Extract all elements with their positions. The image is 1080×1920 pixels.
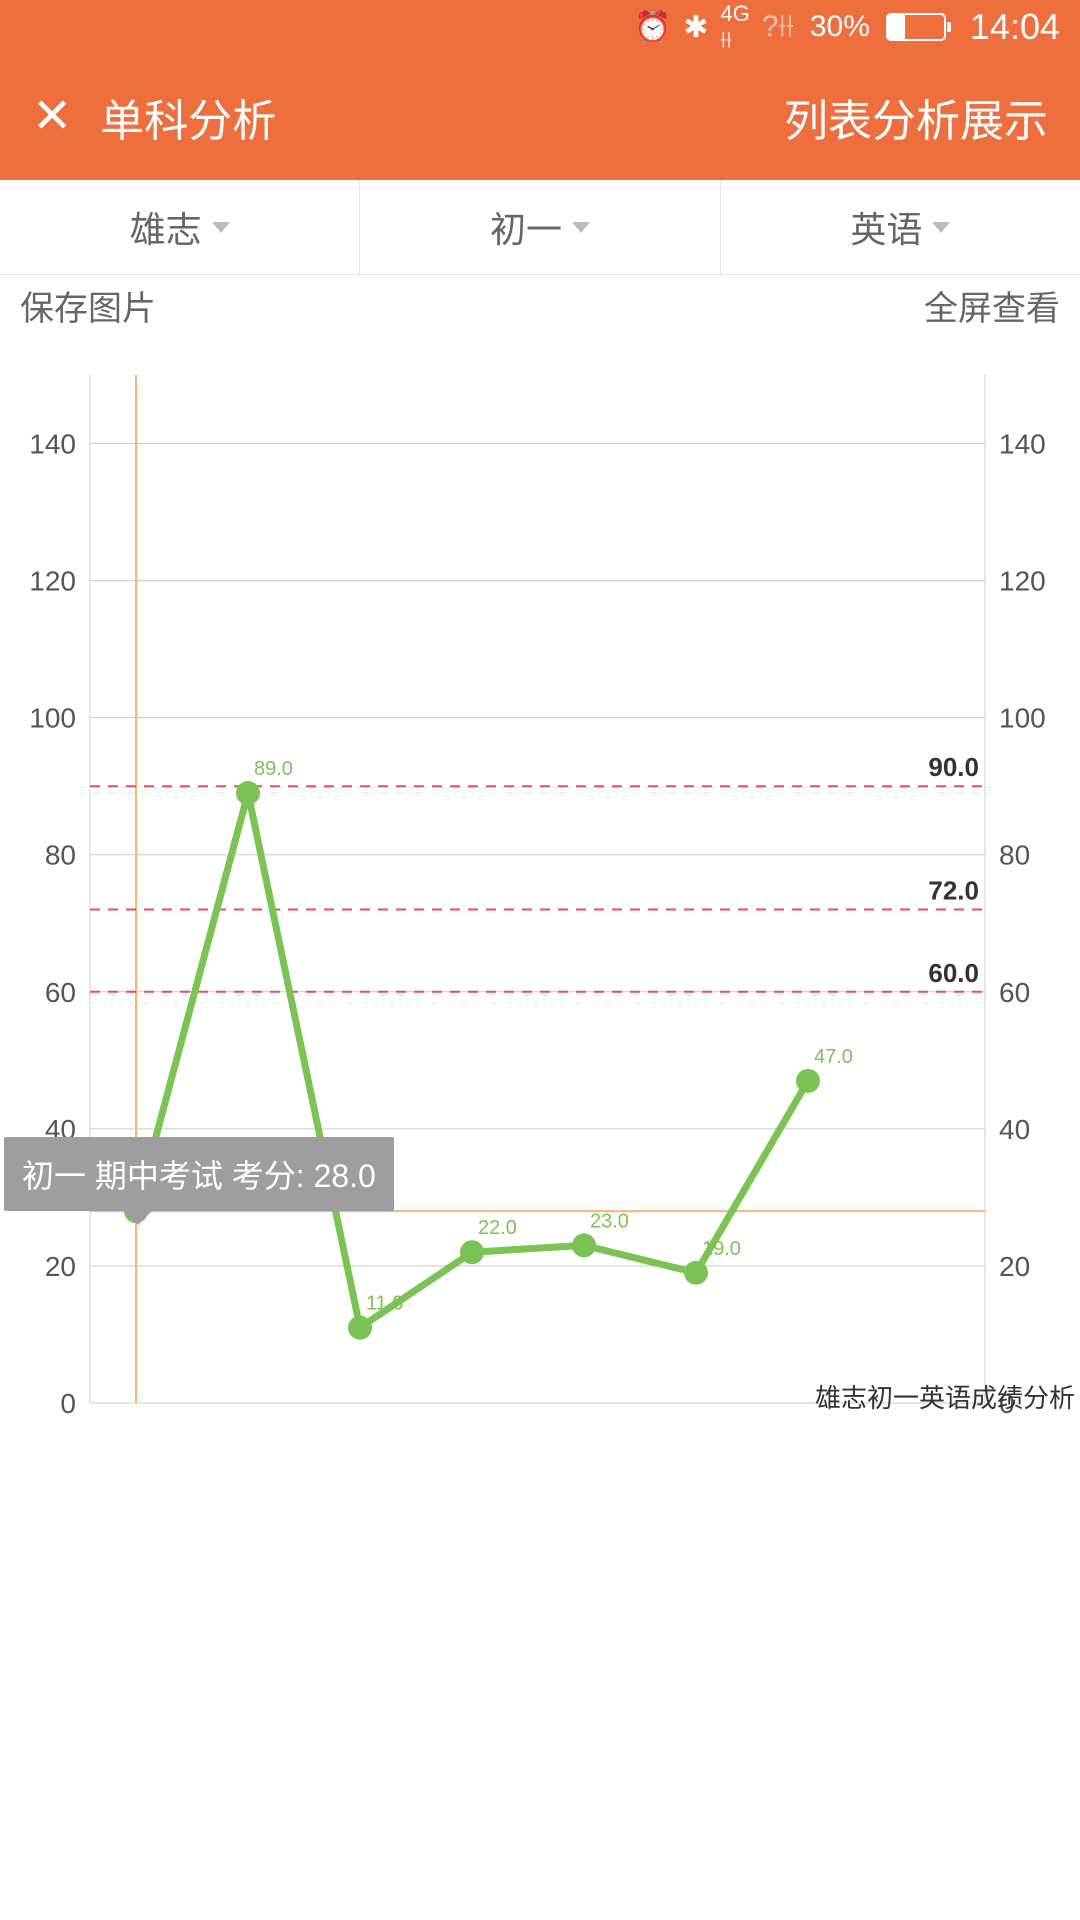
app-header: ✕ 单科分析 列表分析展示	[0, 54, 1080, 180]
filter-subject[interactable]: 英语	[721, 180, 1080, 274]
battery-percent: 30%	[810, 10, 870, 44]
save-image-button[interactable]: 保存图片	[20, 281, 156, 330]
svg-text:0: 0	[60, 1388, 76, 1419]
fullscreen-button[interactable]: 全屏查看	[924, 281, 1060, 330]
svg-text:120: 120	[29, 566, 76, 597]
page-title: 单科分析	[100, 85, 276, 149]
filter-subject-label: 英语	[850, 201, 922, 253]
clock: 14:04	[970, 6, 1060, 48]
signal-icon: ?⟊⟊	[762, 10, 794, 44]
tooltip-text: 初一 期中考试 考分: 28.0	[22, 1158, 376, 1194]
chevron-down-icon	[572, 222, 590, 233]
chart-tooltip: 初一 期中考试 考分: 28.0	[4, 1137, 394, 1211]
svg-text:60.0: 60.0	[928, 958, 979, 988]
status-icons: ⏰ ✱ 4G⟊⟊ ?⟊⟊	[634, 1, 794, 53]
line-chart-svg: 00202040406060808010010012012014014090.0…	[0, 335, 1080, 1917]
svg-text:60: 60	[999, 977, 1030, 1008]
svg-text:80: 80	[999, 840, 1030, 871]
svg-text:80: 80	[45, 840, 76, 871]
svg-text:140: 140	[999, 429, 1046, 460]
svg-text:19.0: 19.0	[702, 1238, 741, 1260]
svg-text:89.0: 89.0	[254, 758, 293, 780]
svg-text:90.0: 90.0	[928, 752, 979, 782]
svg-text:22.0: 22.0	[478, 1217, 517, 1239]
svg-text:40: 40	[999, 1114, 1030, 1145]
svg-text:72.0: 72.0	[928, 876, 979, 906]
chart-area[interactable]: 00202040406060808010010012012014014090.0…	[0, 335, 1080, 1917]
filter-grade[interactable]: 初一	[360, 180, 720, 274]
close-icon[interactable]: ✕	[32, 93, 72, 141]
chevron-down-icon	[932, 222, 950, 233]
svg-text:11.0: 11.0	[366, 1293, 403, 1315]
signal-4g-icon: 4G⟊⟊	[720, 1, 749, 53]
chevron-down-icon	[212, 222, 230, 233]
filter-grade-label: 初一	[490, 201, 562, 253]
filter-student-label: 雄志	[130, 201, 202, 253]
list-view-button[interactable]: 列表分析展示	[784, 85, 1048, 149]
svg-text:60: 60	[45, 977, 76, 1008]
svg-text:100: 100	[29, 703, 76, 734]
battery-icon	[886, 13, 946, 41]
svg-text:20: 20	[999, 1251, 1030, 1282]
svg-text:23.0: 23.0	[590, 1210, 629, 1232]
bluetooth-icon: ✱	[683, 10, 708, 45]
svg-text:120: 120	[999, 566, 1046, 597]
svg-text:雄志初一英语成绩分析: 雄志初一英语成绩分析	[815, 1383, 1075, 1413]
svg-text:140: 140	[29, 429, 76, 460]
status-bar: ⏰ ✱ 4G⟊⟊ ?⟊⟊ 30% 14:04	[0, 0, 1080, 54]
filter-bar: 雄志 初一 英语	[0, 180, 1080, 275]
svg-text:20: 20	[45, 1251, 76, 1282]
alarm-icon: ⏰	[634, 10, 671, 45]
svg-text:47.0: 47.0	[814, 1046, 853, 1068]
svg-text:100: 100	[999, 703, 1046, 734]
chart-toolbar: 保存图片 全屏查看	[0, 275, 1080, 335]
filter-student[interactable]: 雄志	[0, 180, 360, 274]
